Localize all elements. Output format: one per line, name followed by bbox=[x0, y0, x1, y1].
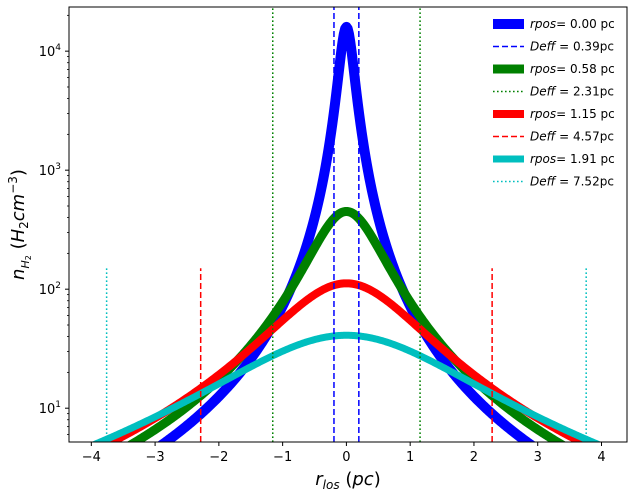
legend-entry-label: rpos= 1.15 pc bbox=[530, 107, 615, 121]
x-tick-label: −4 bbox=[82, 450, 101, 465]
series-line-4 bbox=[91, 331, 602, 442]
x-axis-label: rlos (pc) bbox=[315, 469, 380, 492]
plot-area bbox=[91, 7, 602, 442]
series-line-2 bbox=[126, 206, 567, 442]
x-tick-label: −3 bbox=[146, 450, 165, 465]
legend-entry-label: rpos= 1.91 pc bbox=[530, 152, 615, 166]
x-tick-label: 0 bbox=[342, 450, 350, 465]
legend-entry-label: Deff = 2.31pc bbox=[530, 85, 614, 99]
legend: rpos= 0.00 pc Deff = 0.39pc rpos= 0.58 pc D… bbox=[493, 17, 615, 189]
x-tick-label: 2 bbox=[470, 450, 478, 465]
legend-entry-label: rpos= 0.00 pc bbox=[530, 17, 615, 31]
x-tick-label: 1 bbox=[406, 450, 414, 465]
x-tick-label: −1 bbox=[273, 450, 292, 465]
x-tick-label: 3 bbox=[534, 450, 542, 465]
legend-entry-label: Deff = 4.57pc bbox=[530, 130, 614, 144]
y-axis-label: nH2 (H2cm−3) bbox=[6, 169, 33, 280]
legend-entry-label: Deff = 7.52pc bbox=[530, 175, 614, 189]
legend-entry-label: Deff = 0.39pc bbox=[530, 40, 614, 54]
plot-frame bbox=[68, 6, 628, 443]
x-tick-label: 4 bbox=[597, 450, 605, 465]
legend-entry-label: rpos= 0.58 pc bbox=[530, 62, 615, 76]
series-line-1 bbox=[157, 21, 536, 442]
x-tick-label: −2 bbox=[209, 450, 228, 465]
